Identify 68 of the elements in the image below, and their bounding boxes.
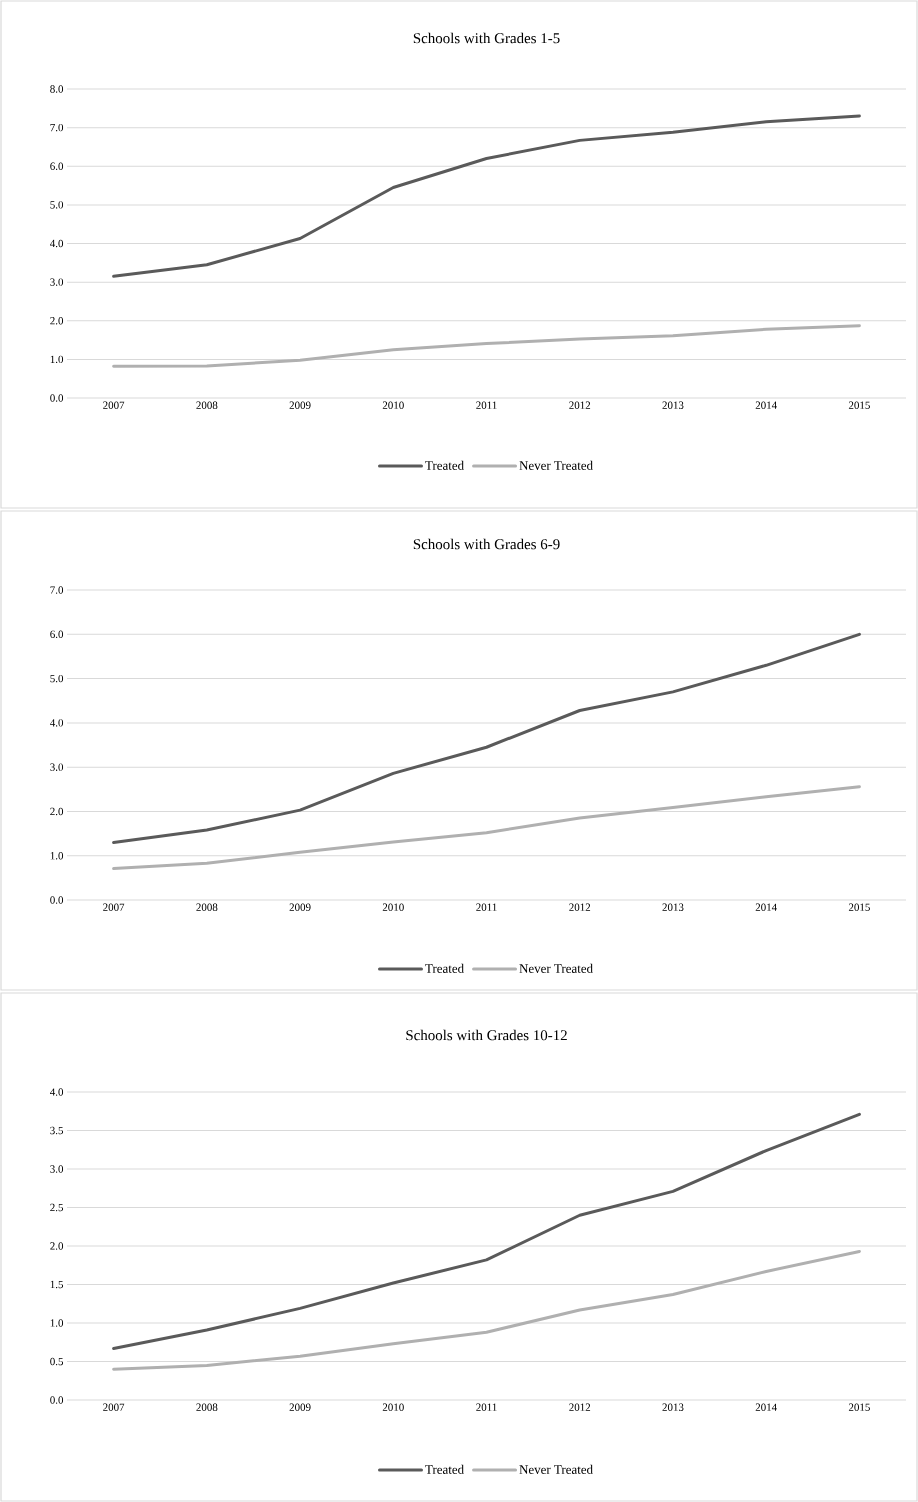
- y-tick-label: 0.0: [50, 896, 64, 904]
- line-series: [112, 324, 861, 368]
- x-tick-label: 2015: [848, 1403, 870, 1411]
- x-tick-label: 2007: [103, 903, 125, 911]
- y-tick-label: 7.0: [50, 586, 64, 594]
- x-tick-label: 2009: [289, 1403, 311, 1411]
- legend-label: Treated: [425, 963, 464, 973]
- x-tick-label: 2013: [662, 401, 684, 409]
- x-tick-label: 2011: [476, 903, 497, 911]
- x-tick-label: 2007: [103, 401, 125, 409]
- y-tick-label: 3.5: [50, 1126, 64, 1135]
- legend-label: Never Treated: [519, 1464, 593, 1474]
- y-tick-label: 1.0: [50, 852, 64, 860]
- x-tick-label: 2008: [196, 1403, 218, 1411]
- x-tick-label: 2011: [476, 1403, 497, 1411]
- line-series: [112, 1112, 861, 1350]
- legend-label: Treated: [425, 460, 464, 470]
- x-tick-label: 2012: [569, 401, 591, 409]
- y-tick-label: 3.0: [50, 763, 64, 771]
- y-tick-label: 2.5: [50, 1203, 64, 1212]
- y-tick-label: 1.5: [50, 1280, 64, 1289]
- legend-label: Never Treated: [519, 963, 593, 973]
- x-tick-label: 2010: [382, 401, 404, 409]
- x-tick-label: 2015: [848, 903, 870, 911]
- x-tick-label: 2014: [755, 1403, 777, 1411]
- line-series: [112, 1249, 861, 1371]
- x-tick-label: 2010: [382, 903, 404, 911]
- x-tick-label: 2013: [662, 903, 684, 911]
- y-tick-label: 6.0: [50, 162, 64, 170]
- x-tick-label: 2012: [569, 903, 591, 911]
- chart-title: Schools with Grades 6-9: [413, 538, 560, 550]
- y-tick-label: 1.0: [50, 1319, 64, 1327]
- y-tick-label: 2.0: [50, 317, 64, 325]
- chart-title: Schools with Grades 10-12: [406, 1029, 567, 1041]
- y-tick-label: 4.0: [50, 239, 64, 248]
- y-tick-label: 4.0: [50, 1088, 64, 1096]
- x-tick-label: 2009: [289, 401, 311, 409]
- x-tick-label: 2008: [196, 401, 218, 409]
- y-tick-label: 2.0: [50, 807, 64, 816]
- x-tick-label: 2012: [569, 1403, 591, 1411]
- y-tick-label: 5.0: [50, 201, 64, 209]
- x-tick-label: 2014: [755, 401, 777, 409]
- x-tick-label: 2011: [476, 401, 497, 409]
- y-tick-label: 2.0: [50, 1242, 64, 1250]
- y-tick-label: 0.0: [50, 394, 64, 402]
- x-tick-label: 2008: [196, 903, 218, 911]
- line-series: [112, 114, 861, 278]
- y-tick-label: 0.5: [50, 1357, 64, 1366]
- y-tick-label: 3.0: [50, 1165, 64, 1173]
- x-tick-label: 2010: [382, 1403, 404, 1411]
- y-tick-label: 7.0: [50, 123, 64, 132]
- x-tick-label: 2014: [755, 903, 777, 911]
- x-tick-label: 2013: [662, 1403, 684, 1411]
- y-tick-label: 1.0: [50, 355, 64, 364]
- y-tick-label: 6.0: [50, 630, 64, 639]
- legend-label: Treated: [425, 1464, 464, 1474]
- x-tick-label: 2009: [289, 903, 311, 911]
- chart-title: Schools with Grades 1-5: [413, 32, 560, 44]
- x-tick-label: 2015: [848, 401, 870, 409]
- y-tick-label: 5.0: [50, 674, 64, 683]
- y-tick-label: 3.0: [50, 278, 64, 286]
- legend-label: Never Treated: [519, 460, 593, 470]
- x-tick-label: 2007: [103, 1403, 125, 1411]
- line-series: [112, 785, 861, 871]
- y-tick-label: 0.0: [50, 1396, 64, 1404]
- y-tick-label: 8.0: [50, 85, 64, 93]
- line-series: [112, 632, 861, 844]
- y-tick-label: 4.0: [50, 719, 64, 727]
